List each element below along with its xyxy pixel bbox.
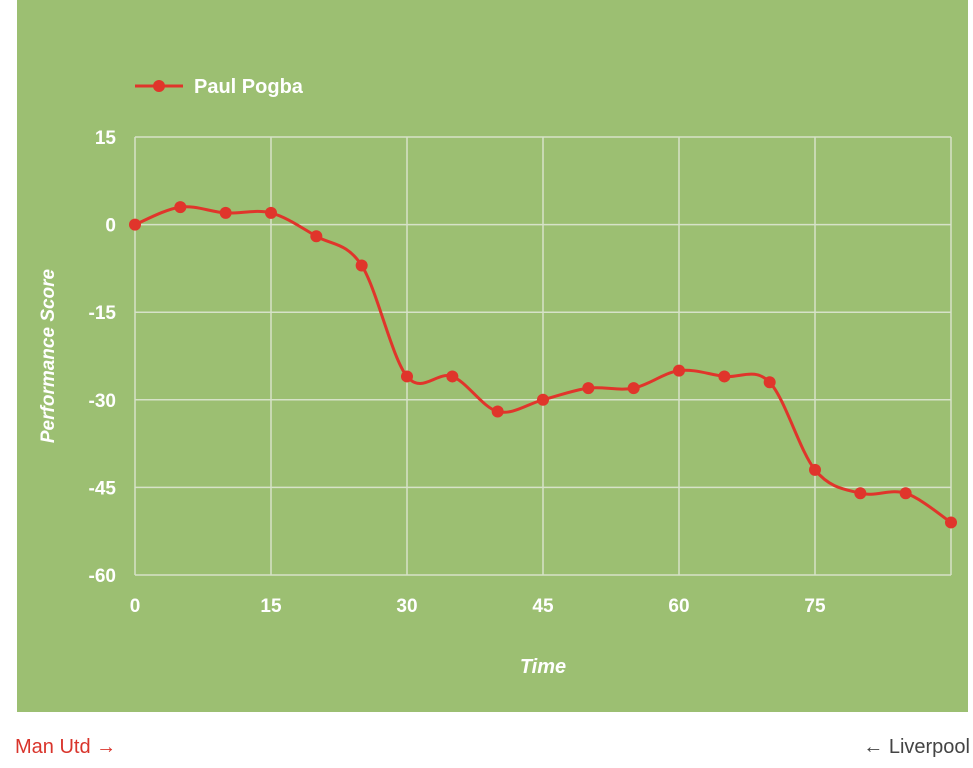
y-tick-label: -15 bbox=[89, 303, 117, 324]
data-point[interactable] bbox=[582, 382, 595, 395]
x-tick-label: 60 bbox=[668, 596, 689, 617]
y-tick-label: 15 bbox=[95, 128, 117, 149]
data-point[interactable] bbox=[809, 463, 821, 476]
legend[interactable]: Paul Pogba bbox=[135, 76, 304, 98]
prev-team-label: Man Utd bbox=[15, 736, 91, 758]
data-point[interactable] bbox=[446, 370, 459, 383]
y-tick-label: 0 bbox=[105, 216, 116, 237]
arrow-left-icon: ← bbox=[863, 736, 884, 758]
data-point[interactable] bbox=[537, 393, 549, 406]
y-tick-label: -45 bbox=[89, 478, 117, 499]
data-point[interactable] bbox=[945, 516, 957, 529]
y-tick-label: -60 bbox=[89, 566, 116, 587]
data-point[interactable] bbox=[673, 364, 685, 377]
data-point[interactable] bbox=[718, 370, 731, 383]
x-tick-label: 30 bbox=[396, 596, 417, 617]
data-point[interactable] bbox=[174, 201, 187, 214]
y-tick-label: -30 bbox=[89, 391, 116, 412]
legend-label: Paul Pogba bbox=[194, 76, 304, 98]
x-tick-label: 15 bbox=[260, 596, 282, 617]
data-point[interactable] bbox=[401, 370, 413, 383]
data-point[interactable] bbox=[627, 382, 640, 395]
data-point[interactable] bbox=[219, 206, 232, 219]
data-point[interactable] bbox=[899, 487, 912, 500]
x-tick-label: 0 bbox=[130, 596, 141, 617]
x-axis-label: Time bbox=[520, 656, 566, 678]
legend-marker bbox=[153, 80, 165, 92]
data-point[interactable] bbox=[355, 259, 368, 272]
x-tick-label: 45 bbox=[532, 596, 554, 617]
next-team-label: Liverpool bbox=[888, 736, 970, 758]
y-axis-label: Performance Score bbox=[38, 268, 59, 443]
line-chart: 0 15 30 45 60 75 15 0 -15 -30 -45 -60 Paul Pogba Ti… bbox=[38, 76, 957, 678]
prev-team-link[interactable]: Man Utd → bbox=[15, 736, 116, 759]
chart-panel bbox=[17, 0, 968, 712]
data-point[interactable] bbox=[129, 218, 141, 231]
data-point[interactable] bbox=[763, 376, 776, 389]
arrow-right-icon: → bbox=[96, 736, 117, 758]
data-point[interactable] bbox=[310, 230, 323, 243]
data-point[interactable] bbox=[265, 206, 277, 219]
x-tick-label: 75 bbox=[804, 596, 826, 617]
data-point[interactable] bbox=[491, 405, 504, 418]
data-point[interactable] bbox=[854, 487, 867, 500]
next-team-link[interactable]: ← Liverpool bbox=[863, 736, 970, 759]
